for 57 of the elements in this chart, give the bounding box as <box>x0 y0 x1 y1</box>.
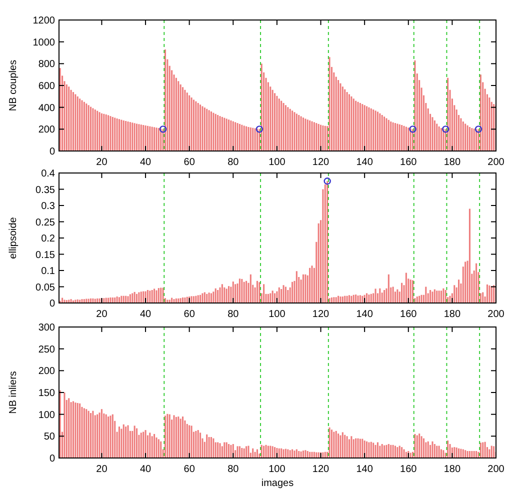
x-tick-label: 20 <box>96 464 108 475</box>
x-tick-label: 180 <box>444 157 461 168</box>
y-tick-label: 100 <box>38 410 56 421</box>
x-tick-label: 200 <box>488 157 505 168</box>
x-tick-label: 180 <box>444 464 461 475</box>
x-tick-label: 100 <box>268 309 286 320</box>
x-tick-label: 100 <box>268 157 286 168</box>
y-tick-label: 300 <box>38 322 56 334</box>
x-tick-label: 80 <box>228 464 240 475</box>
x-tick-label: 140 <box>356 157 374 168</box>
x-tick-label: 160 <box>400 309 418 320</box>
x-tick-label: 60 <box>184 157 196 168</box>
x-tick-label: 160 <box>400 157 418 168</box>
y-tick-label: 0.2 <box>41 234 56 244</box>
y-axis-title: NB couples <box>8 60 19 112</box>
y-tick-label: 0 <box>49 454 56 464</box>
y-tick-label: 0.1 <box>41 266 56 277</box>
x-tick-label: 200 <box>488 309 505 320</box>
x-tick-label: 40 <box>140 157 152 168</box>
y-tick-label: 200 <box>38 124 56 136</box>
x-tick-label: 20 <box>96 309 108 320</box>
y-tick-label: 0.25 <box>36 217 56 228</box>
y-tick-label: 1200 <box>32 16 56 26</box>
y-tick-label: 150 <box>38 388 56 399</box>
y-axis-title: NB inliers <box>8 371 19 414</box>
y-tick-label: 50 <box>44 432 56 443</box>
x-tick-label: 80 <box>228 309 240 320</box>
x-tick-label: 40 <box>140 464 152 475</box>
y-tick-label: 0.35 <box>36 184 56 196</box>
y-tick-label: 250 <box>38 344 56 356</box>
x-tick-label: 20 <box>96 157 108 168</box>
x-tick-label: 140 <box>356 309 374 320</box>
y-tick-label: 600 <box>38 81 56 92</box>
x-tick-label: 160 <box>400 464 418 475</box>
x-tick-label: 200 <box>488 464 505 475</box>
x-tick-label: 100 <box>268 464 286 475</box>
y-tick-label: 0 <box>49 146 56 158</box>
y-axis-title: ellipsoide <box>8 216 19 259</box>
y-tick-label: 0.05 <box>36 282 56 294</box>
x-tick-label: 120 <box>312 157 330 168</box>
x-tick-label: 180 <box>444 309 461 320</box>
x-tick-label: 120 <box>312 464 330 475</box>
y-tick-label: 0.3 <box>41 201 56 212</box>
x-tick-label: 40 <box>140 309 152 320</box>
x-tick-label: 60 <box>184 464 196 475</box>
y-tick-label: 1000 <box>32 37 56 48</box>
x-tick-label: 60 <box>184 309 196 320</box>
x-tick-label: 80 <box>228 157 240 168</box>
y-tick-label: 200 <box>38 366 56 378</box>
x-axis-title: images <box>261 478 294 489</box>
y-tick-label: 0 <box>49 298 56 310</box>
y-tick-label: 0.15 <box>36 250 56 261</box>
x-tick-label: 140 <box>356 464 374 475</box>
y-tick-label: 400 <box>38 102 56 114</box>
y-tick-label: 0.4 <box>41 168 56 180</box>
y-tick-label: 800 <box>38 59 56 70</box>
x-tick-label: 120 <box>312 309 330 320</box>
